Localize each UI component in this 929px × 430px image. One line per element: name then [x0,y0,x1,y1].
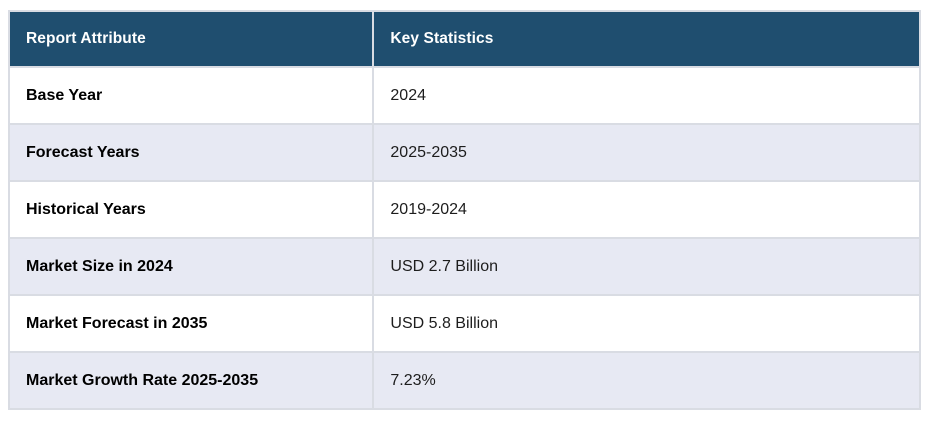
attribute-cell-market-forecast-2035: Market Forecast in 2035 [7,294,375,353]
key-statistics-table: Report Attribute Key Statistics Base Yea… [7,10,921,410]
attribute-cell-historical-years: Historical Years [7,180,375,239]
column-header-key-statistics: Key Statistics [372,10,921,68]
attribute-cell-base-year: Base Year [7,66,375,125]
attribute-cell-forecast-years: Forecast Years [7,123,375,182]
value-cell-historical-years: 2019-2024 [372,180,921,239]
value-cell-forecast-years: 2025-2035 [372,123,921,182]
value-cell-market-forecast-2035: USD 5.8 Billion [372,294,921,353]
table-row: Forecast Years 2025-2035 [7,123,921,182]
table-row: Base Year 2024 [7,66,921,125]
attribute-cell-market-size-2024: Market Size in 2024 [7,237,375,296]
attribute-cell-market-growth-rate: Market Growth Rate 2025-2035 [7,351,375,410]
table-row: Historical Years 2019-2024 [7,180,921,239]
report-statistics-table-container: Report Attribute Key Statistics Base Yea… [7,10,921,410]
table-row: Market Growth Rate 2025-2035 7.23% [7,351,921,410]
column-header-report-attribute: Report Attribute [7,10,375,68]
table-row: Market Forecast in 2035 USD 5.8 Billion [7,294,921,353]
value-cell-market-growth-rate: 7.23% [372,351,921,410]
table-row: Market Size in 2024 USD 2.7 Billion [7,237,921,296]
value-cell-market-size-2024: USD 2.7 Billion [372,237,921,296]
table-header-row: Report Attribute Key Statistics [7,10,921,68]
value-cell-base-year: 2024 [372,66,921,125]
